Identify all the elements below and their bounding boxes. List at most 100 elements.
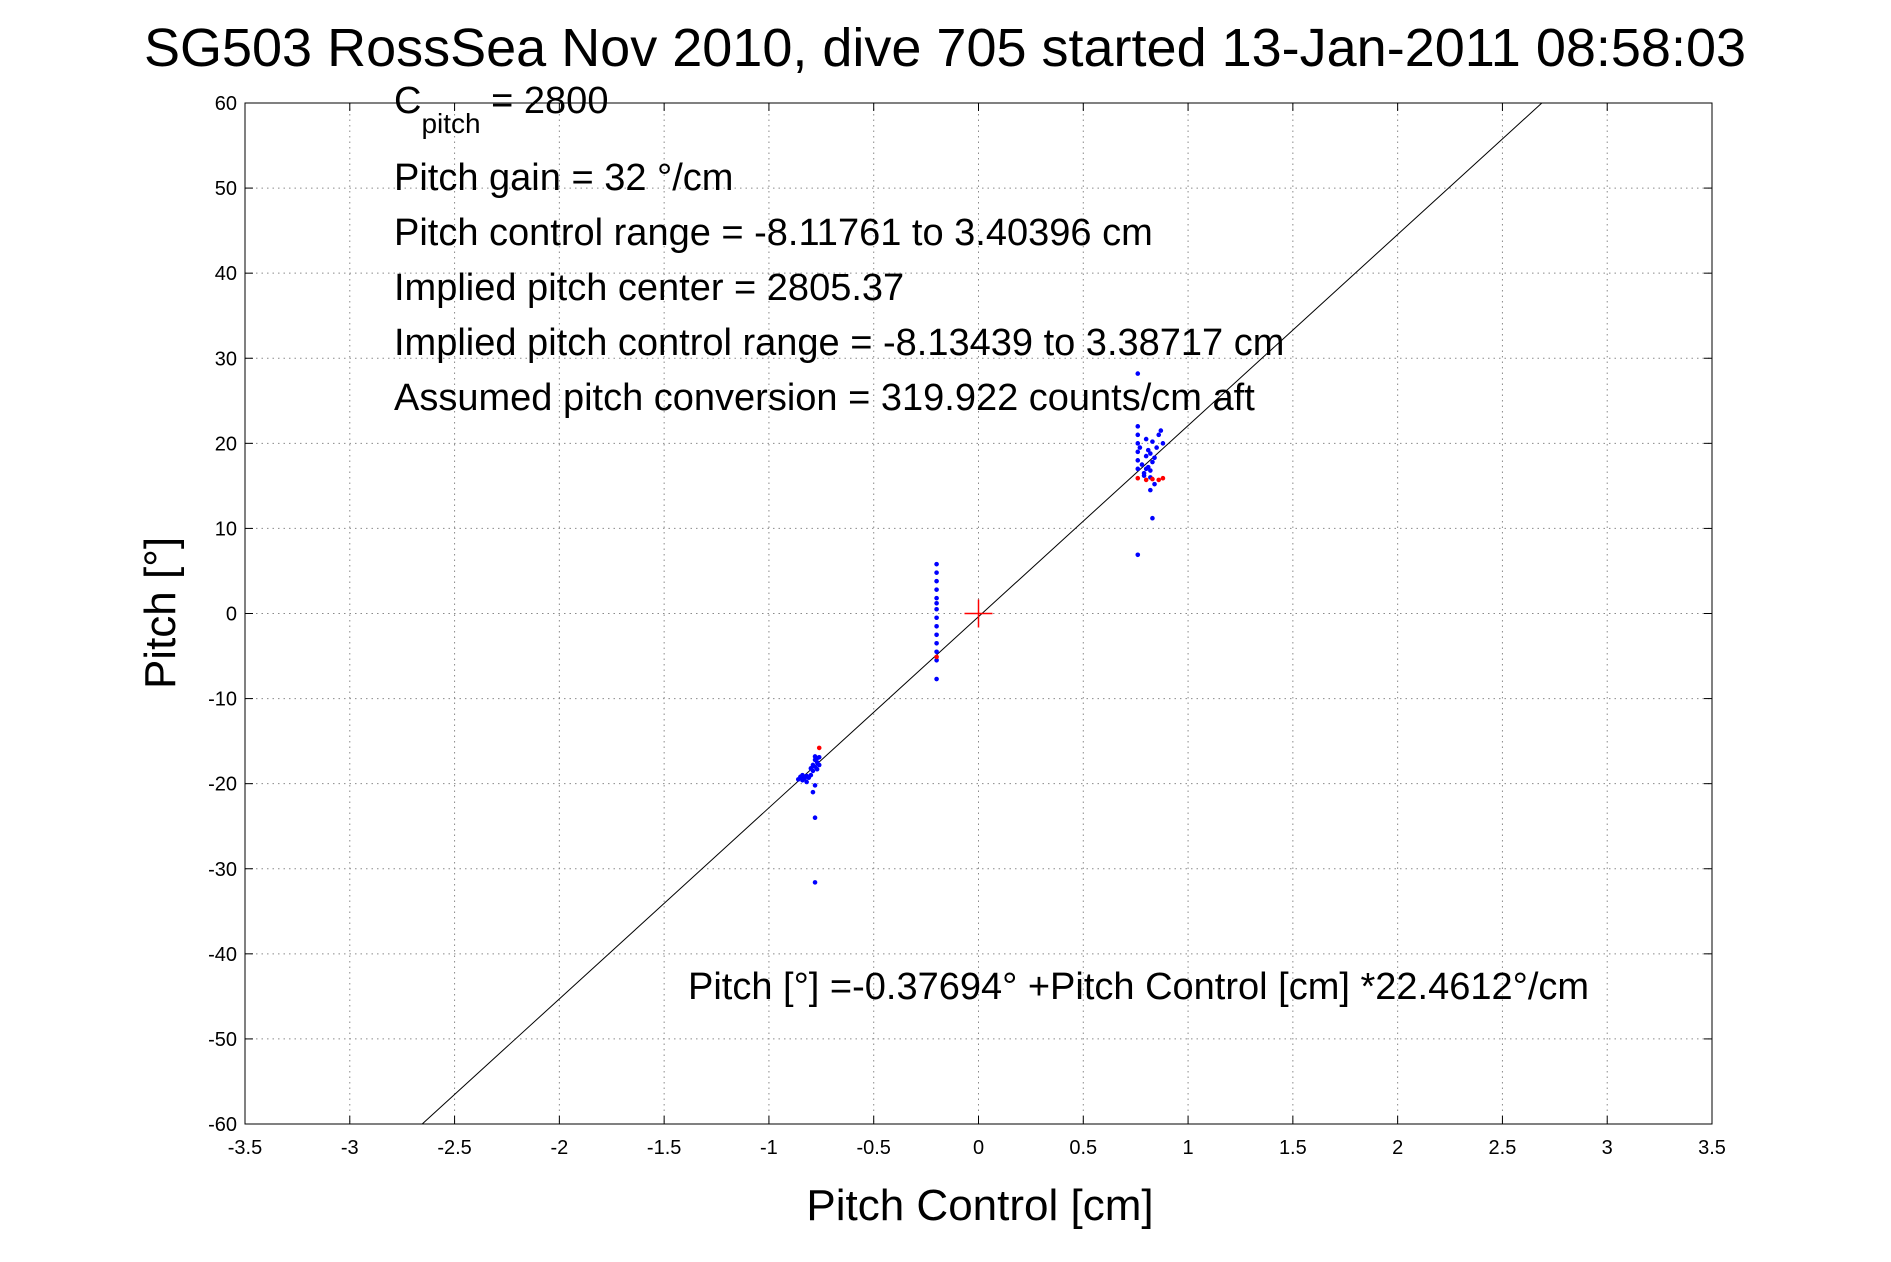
x-tick-label: 0 [973, 1137, 984, 1159]
data-point [934, 578, 939, 584]
data-point [934, 649, 939, 655]
data-points [795, 371, 1166, 885]
y-tick-label: -20 [208, 774, 237, 796]
y-tick-label: -30 [208, 859, 237, 881]
y-tick-label: -40 [208, 944, 237, 966]
data-point [816, 745, 822, 751]
data-point [1148, 487, 1153, 493]
data-point [816, 754, 822, 760]
data-point [934, 595, 939, 601]
x-tick-label: -0.5 [856, 1137, 890, 1159]
x-tick-label: 0.5 [1069, 1137, 1097, 1159]
data-point [1135, 371, 1141, 376]
y-tick-label: -10 [208, 689, 237, 711]
x-tick-label: -3 [341, 1137, 359, 1159]
data-point [1143, 466, 1149, 472]
data-point [1156, 477, 1162, 483]
data-point [934, 606, 939, 612]
data-point [812, 815, 818, 820]
data-point [1154, 445, 1159, 450]
implied-pitch-center-annotation: Implied pitch center = 2805.37 [394, 267, 904, 309]
x-tick-label: -2 [550, 1137, 568, 1159]
y-tick-label: 20 [215, 433, 237, 455]
data-point [1156, 432, 1162, 438]
data-point [1150, 515, 1155, 521]
data-point [1143, 453, 1149, 459]
data-point [800, 772, 805, 778]
data-point [816, 762, 822, 768]
cpitch-annotation: Cpitch = 2800 [394, 80, 608, 139]
x-tick-label: -1 [760, 1137, 778, 1159]
data-point [1135, 424, 1141, 429]
data-point [1152, 481, 1157, 487]
chart-title: SG503 RossSea Nov 2010, dive 705 started… [144, 18, 1746, 78]
data-point [934, 615, 939, 621]
cpitch-c: C [394, 80, 421, 122]
data-point [934, 561, 939, 567]
y-tick-label: 0 [226, 604, 237, 626]
data-point [1135, 441, 1141, 446]
x-tick-label: -2.5 [437, 1137, 471, 1159]
x-tick-label: -1.5 [647, 1137, 681, 1159]
data-point [1152, 455, 1157, 461]
data-point [804, 779, 809, 785]
y-tick-label: -50 [208, 1029, 237, 1051]
cpitch-value: = 2800 [481, 80, 609, 122]
data-point [1143, 477, 1149, 483]
data-point [814, 766, 820, 772]
data-point [934, 587, 939, 592]
y-axis-title: Pitch [°] [136, 537, 185, 689]
x-tick-label: 1 [1183, 1137, 1194, 1159]
y-tick-label: 40 [215, 263, 237, 285]
data-point [1135, 466, 1141, 472]
data-point [934, 640, 939, 646]
data-point [1135, 458, 1141, 463]
data-point [1137, 445, 1143, 450]
data-point [1150, 439, 1155, 444]
data-point [1135, 552, 1141, 558]
data-point [1143, 436, 1149, 442]
data-point [1148, 468, 1153, 473]
y-tick-label: 60 [215, 93, 237, 115]
data-point [1150, 476, 1155, 482]
data-point [934, 676, 939, 682]
grid [245, 103, 1712, 1124]
data-point [934, 632, 939, 638]
data-point [934, 570, 939, 575]
data-point [1158, 428, 1164, 433]
data-point [1160, 441, 1166, 446]
data-point [1135, 449, 1141, 455]
data-point [934, 654, 939, 660]
pitch-gain-annotation: Pitch gain = 32 °/cm [394, 157, 733, 199]
x-tick-label: 3 [1602, 1137, 1613, 1159]
x-tick-label: 2 [1392, 1137, 1403, 1159]
data-point [810, 768, 816, 774]
fit-equation: Pitch [°] =-0.37694° +Pitch Control [cm]… [688, 966, 1589, 1008]
data-point [812, 880, 818, 885]
y-tick-label: 50 [215, 178, 237, 200]
y-tick-label: 30 [215, 348, 237, 370]
cpitch-subscript: pitch [421, 108, 480, 139]
data-point [934, 623, 939, 629]
data-point [1148, 451, 1153, 456]
data-point [1135, 432, 1141, 438]
data-point [1145, 447, 1151, 453]
data-point [1150, 459, 1155, 465]
data-point [1139, 462, 1145, 467]
pitch-conversion-annotation: Assumed pitch conversion = 319.922 count… [394, 377, 1255, 419]
data-point [1141, 473, 1147, 478]
data-point [934, 657, 939, 663]
axis-ticks: -3.5 -3 -2.5 -2 -1.5 -1 -0.5 0 0.5 1 1.5 2 2.5 3 3.5 -6… [208, 93, 1726, 1159]
annotation-block: Cpitch = 2800 Pitch gain = 32 °/cm Pitch… [394, 80, 1284, 419]
data-point [812, 783, 818, 788]
center-marker [964, 599, 993, 628]
y-tick-label: -60 [208, 1114, 237, 1136]
y-tick-label: 10 [215, 518, 237, 540]
implied-pitch-control-range-annotation: Implied pitch control range = -8.13439 t… [394, 322, 1284, 364]
data-point [1135, 475, 1141, 481]
x-tick-label: -3.5 [228, 1137, 262, 1159]
x-axis-title: Pitch Control [cm] [806, 1181, 1153, 1230]
x-tick-label: 3.5 [1698, 1137, 1726, 1159]
